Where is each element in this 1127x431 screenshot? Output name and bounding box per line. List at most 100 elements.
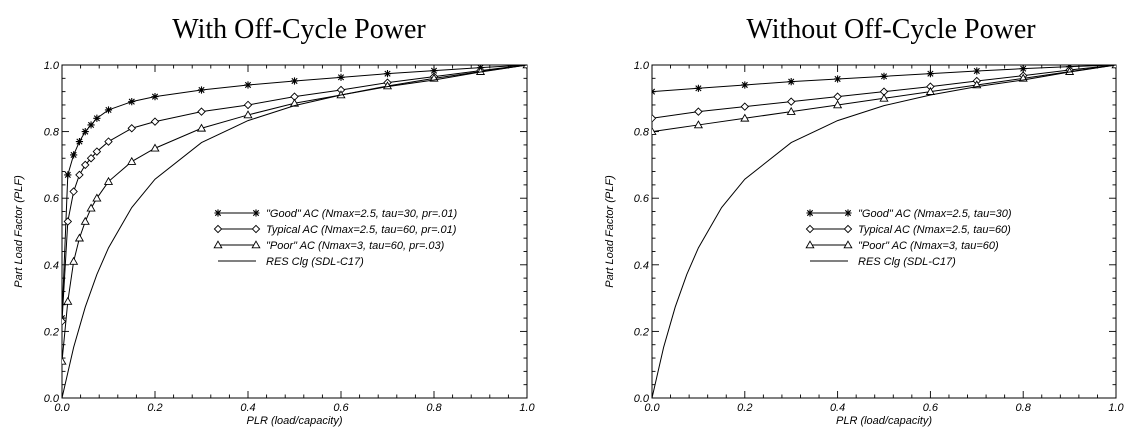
y-tick-label: 0.4 [634,260,649,272]
y-axis-label: Part Load Factor (PLF) [13,175,25,288]
legend-label: "Poor" AC (Nmax=3, tau=60, pr=.03) [266,240,445,252]
data-point [197,86,206,94]
legend: "Good" AC (Nmax=2.5, tau=30) Typical AC (… [805,208,1012,268]
x-tick-label: 0.6 [333,402,349,414]
legend-marker [843,224,853,234]
data-point [92,147,102,156]
plot-frame [651,64,1117,399]
legend-marker [805,224,815,234]
data-point [879,93,889,102]
x-tick-label: 0.4 [240,402,255,414]
data-point [104,106,113,114]
x-tick-label: 0.6 [923,402,939,414]
data-point [786,106,796,115]
data-point [69,187,78,196]
x-tick-label: 0.4 [830,402,845,414]
x-tick-label: 0.8 [1016,402,1032,414]
series-line [62,65,527,398]
data-point [196,123,207,132]
data-point [63,217,73,226]
data-point [86,203,96,212]
series-4 [62,65,527,398]
y-tick-label: 0.4 [44,260,59,272]
data-point [787,78,795,86]
data-point [81,160,90,170]
legend-marker [213,224,223,234]
data-point [63,296,73,305]
data-point [243,110,253,119]
data-point [93,114,101,122]
legend-marker [806,209,814,217]
data-point [62,317,67,326]
data-point [1111,65,1116,69]
data-point [104,137,113,146]
plot-frame [61,64,528,399]
legend-label: RES Clg (SDL-C17) [266,256,364,268]
chart-title: With Off-Cycle Power [172,14,426,45]
data-point [103,176,114,185]
series-2 [62,65,527,326]
x-tick-label: 0.8 [426,402,442,414]
legend-label: Typical AC (Nmax=2.5, tau=60) [858,224,1011,236]
legend-label: "Poor" AC (Nmax=3, tau=60) [858,240,999,252]
data-point [1065,66,1075,75]
data-point [75,170,84,180]
x-axis-label: PLR (load/capacity) [836,415,932,427]
data-point [741,81,749,89]
data-point [80,216,90,225]
legend-marker [252,209,260,217]
y-tick-label: 0.6 [44,193,60,205]
data-point [75,137,84,146]
series-3 [652,65,1116,135]
x-tick-label: 0.2 [737,402,752,414]
data-point [652,126,657,135]
data-point [127,124,136,133]
legend-marker [805,240,815,249]
data-point [926,70,934,78]
legend: "Good" AC (Nmax=2.5, tau=30, pr=.01) Typi… [213,208,457,268]
data-point [522,65,527,69]
data-point [973,67,981,75]
data-point [740,102,750,111]
data-point [693,120,703,129]
data-point [430,67,438,75]
chart-panel-1: With Off-Cycle Power 0.0 0.2 0.4 0.6 0.8 1.0 0.… [13,14,536,427]
data-point [834,75,842,83]
data-point [69,256,79,265]
data-point [74,233,85,242]
series-line [62,65,527,319]
legend-marker [251,240,261,249]
y-axis-label: Part Load Factor (PLF) [604,175,616,288]
data-point [786,97,796,106]
data-point [1019,65,1027,73]
data-point [383,70,392,78]
y-tick-label: 0.0 [634,393,650,405]
x-axis-label: PLR (load/capacity) [247,415,343,427]
data-point [694,84,702,92]
data-point [128,98,136,106]
y-tick-label: 0.8 [44,127,60,139]
legend-label: RES Clg (SDL-C17) [858,256,956,268]
legend-marker [251,224,261,234]
data-point [87,121,95,129]
y-tick-label: 0.2 [634,326,649,338]
chart-title: Without Off-Cycle Power [746,14,1036,45]
series-line [652,65,1116,398]
legend-label: Typical AC (Nmax=2.5, tau=60, pr=.01) [266,224,457,236]
legend-label: "Good" AC (Nmax=2.5, tau=30, pr=.01) [266,208,457,220]
data-point [833,100,843,109]
data-point [86,154,96,163]
y-tick-label: 0.6 [634,193,650,205]
data-point [290,77,299,85]
data-point [694,107,703,116]
data-point [197,107,206,116]
data-point [652,114,657,123]
data-point [151,93,159,101]
data-point [880,72,888,80]
data-point [243,100,253,110]
data-point [127,156,137,165]
series-4 [652,65,1116,398]
y-tick-label: 0.2 [44,326,59,338]
y-tick-label: 0.0 [44,393,60,405]
